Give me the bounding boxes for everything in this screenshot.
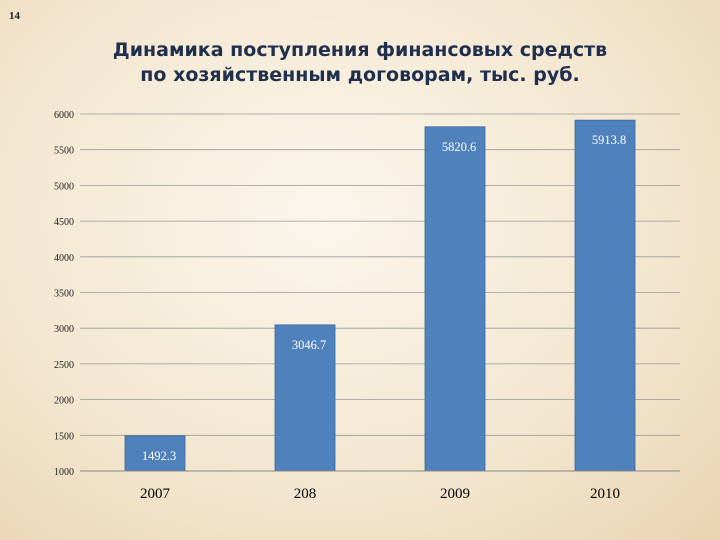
data-label: 5913.8 xyxy=(592,133,626,147)
y-tick-label: 1000 xyxy=(54,467,74,478)
y-tick-label: 3500 xyxy=(54,289,74,300)
x-tick-label: 2007 xyxy=(140,486,171,502)
y-tick-label: 5000 xyxy=(54,181,74,192)
y-tick-label: 5500 xyxy=(54,146,74,157)
x-tick-label: 2010 xyxy=(590,486,620,502)
bars xyxy=(124,119,636,472)
bar-2009 xyxy=(424,126,486,472)
data-label: 1492.3 xyxy=(142,449,176,463)
data-label: 3046.7 xyxy=(292,338,326,352)
x-tick-label: 208 xyxy=(294,486,317,502)
bar-2010 xyxy=(574,119,636,472)
y-tick-label: 6000 xyxy=(54,110,74,121)
bar-2007 xyxy=(124,435,186,472)
x-axis-ticks: 2007 208 2009 2010 xyxy=(140,486,620,502)
bar-208 xyxy=(274,324,336,472)
y-tick-label: 4000 xyxy=(54,253,74,264)
chart-title-line-1: Динамика поступления финансовых средств xyxy=(112,39,608,61)
y-tick-label: 3000 xyxy=(54,324,74,335)
x-tick-label: 2009 xyxy=(440,486,470,502)
y-axis-ticks: 1000 1500 2000 2500 3000 3500 4000 4500 5000 5500… xyxy=(54,110,74,478)
slide-number: 14 xyxy=(9,10,20,22)
chart-title: Динамика поступления финансовых средств … xyxy=(0,38,720,88)
y-tick-label: 4500 xyxy=(54,217,74,228)
chart-title-line-2: по хозяйственным договорам, тыс. руб. xyxy=(140,64,580,86)
y-tick-label: 2500 xyxy=(54,360,74,371)
data-labels: 1492.3 3046.7 5820.6 5913.8 xyxy=(142,133,626,463)
y-tick-label: 2000 xyxy=(54,396,74,407)
data-label: 5820.6 xyxy=(442,140,476,154)
y-tick-label: 1500 xyxy=(54,431,74,442)
